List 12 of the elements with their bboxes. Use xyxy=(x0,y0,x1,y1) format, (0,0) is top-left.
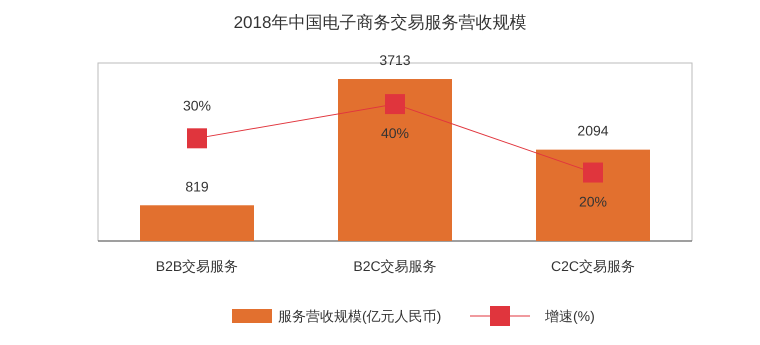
x-tick-label: C2C交易服务 xyxy=(550,258,636,274)
data-label: 819 xyxy=(185,178,209,194)
data-label: 20% xyxy=(578,194,608,210)
x-tick-label: B2B交易服务 xyxy=(156,258,238,274)
chart-title: 2018年中国电子商务交易服务营收规模 xyxy=(234,13,526,32)
x-tick-label: B2C交易服务 xyxy=(353,258,437,274)
legend-label: 增速(%) xyxy=(544,308,595,324)
data-label: 30% xyxy=(182,97,212,114)
legend-label: 服务营收规模(亿元人民币) xyxy=(278,308,442,324)
data-label: 3713 xyxy=(379,52,411,68)
data-label: 2094 xyxy=(577,122,609,139)
data-label: 40% xyxy=(380,125,410,142)
